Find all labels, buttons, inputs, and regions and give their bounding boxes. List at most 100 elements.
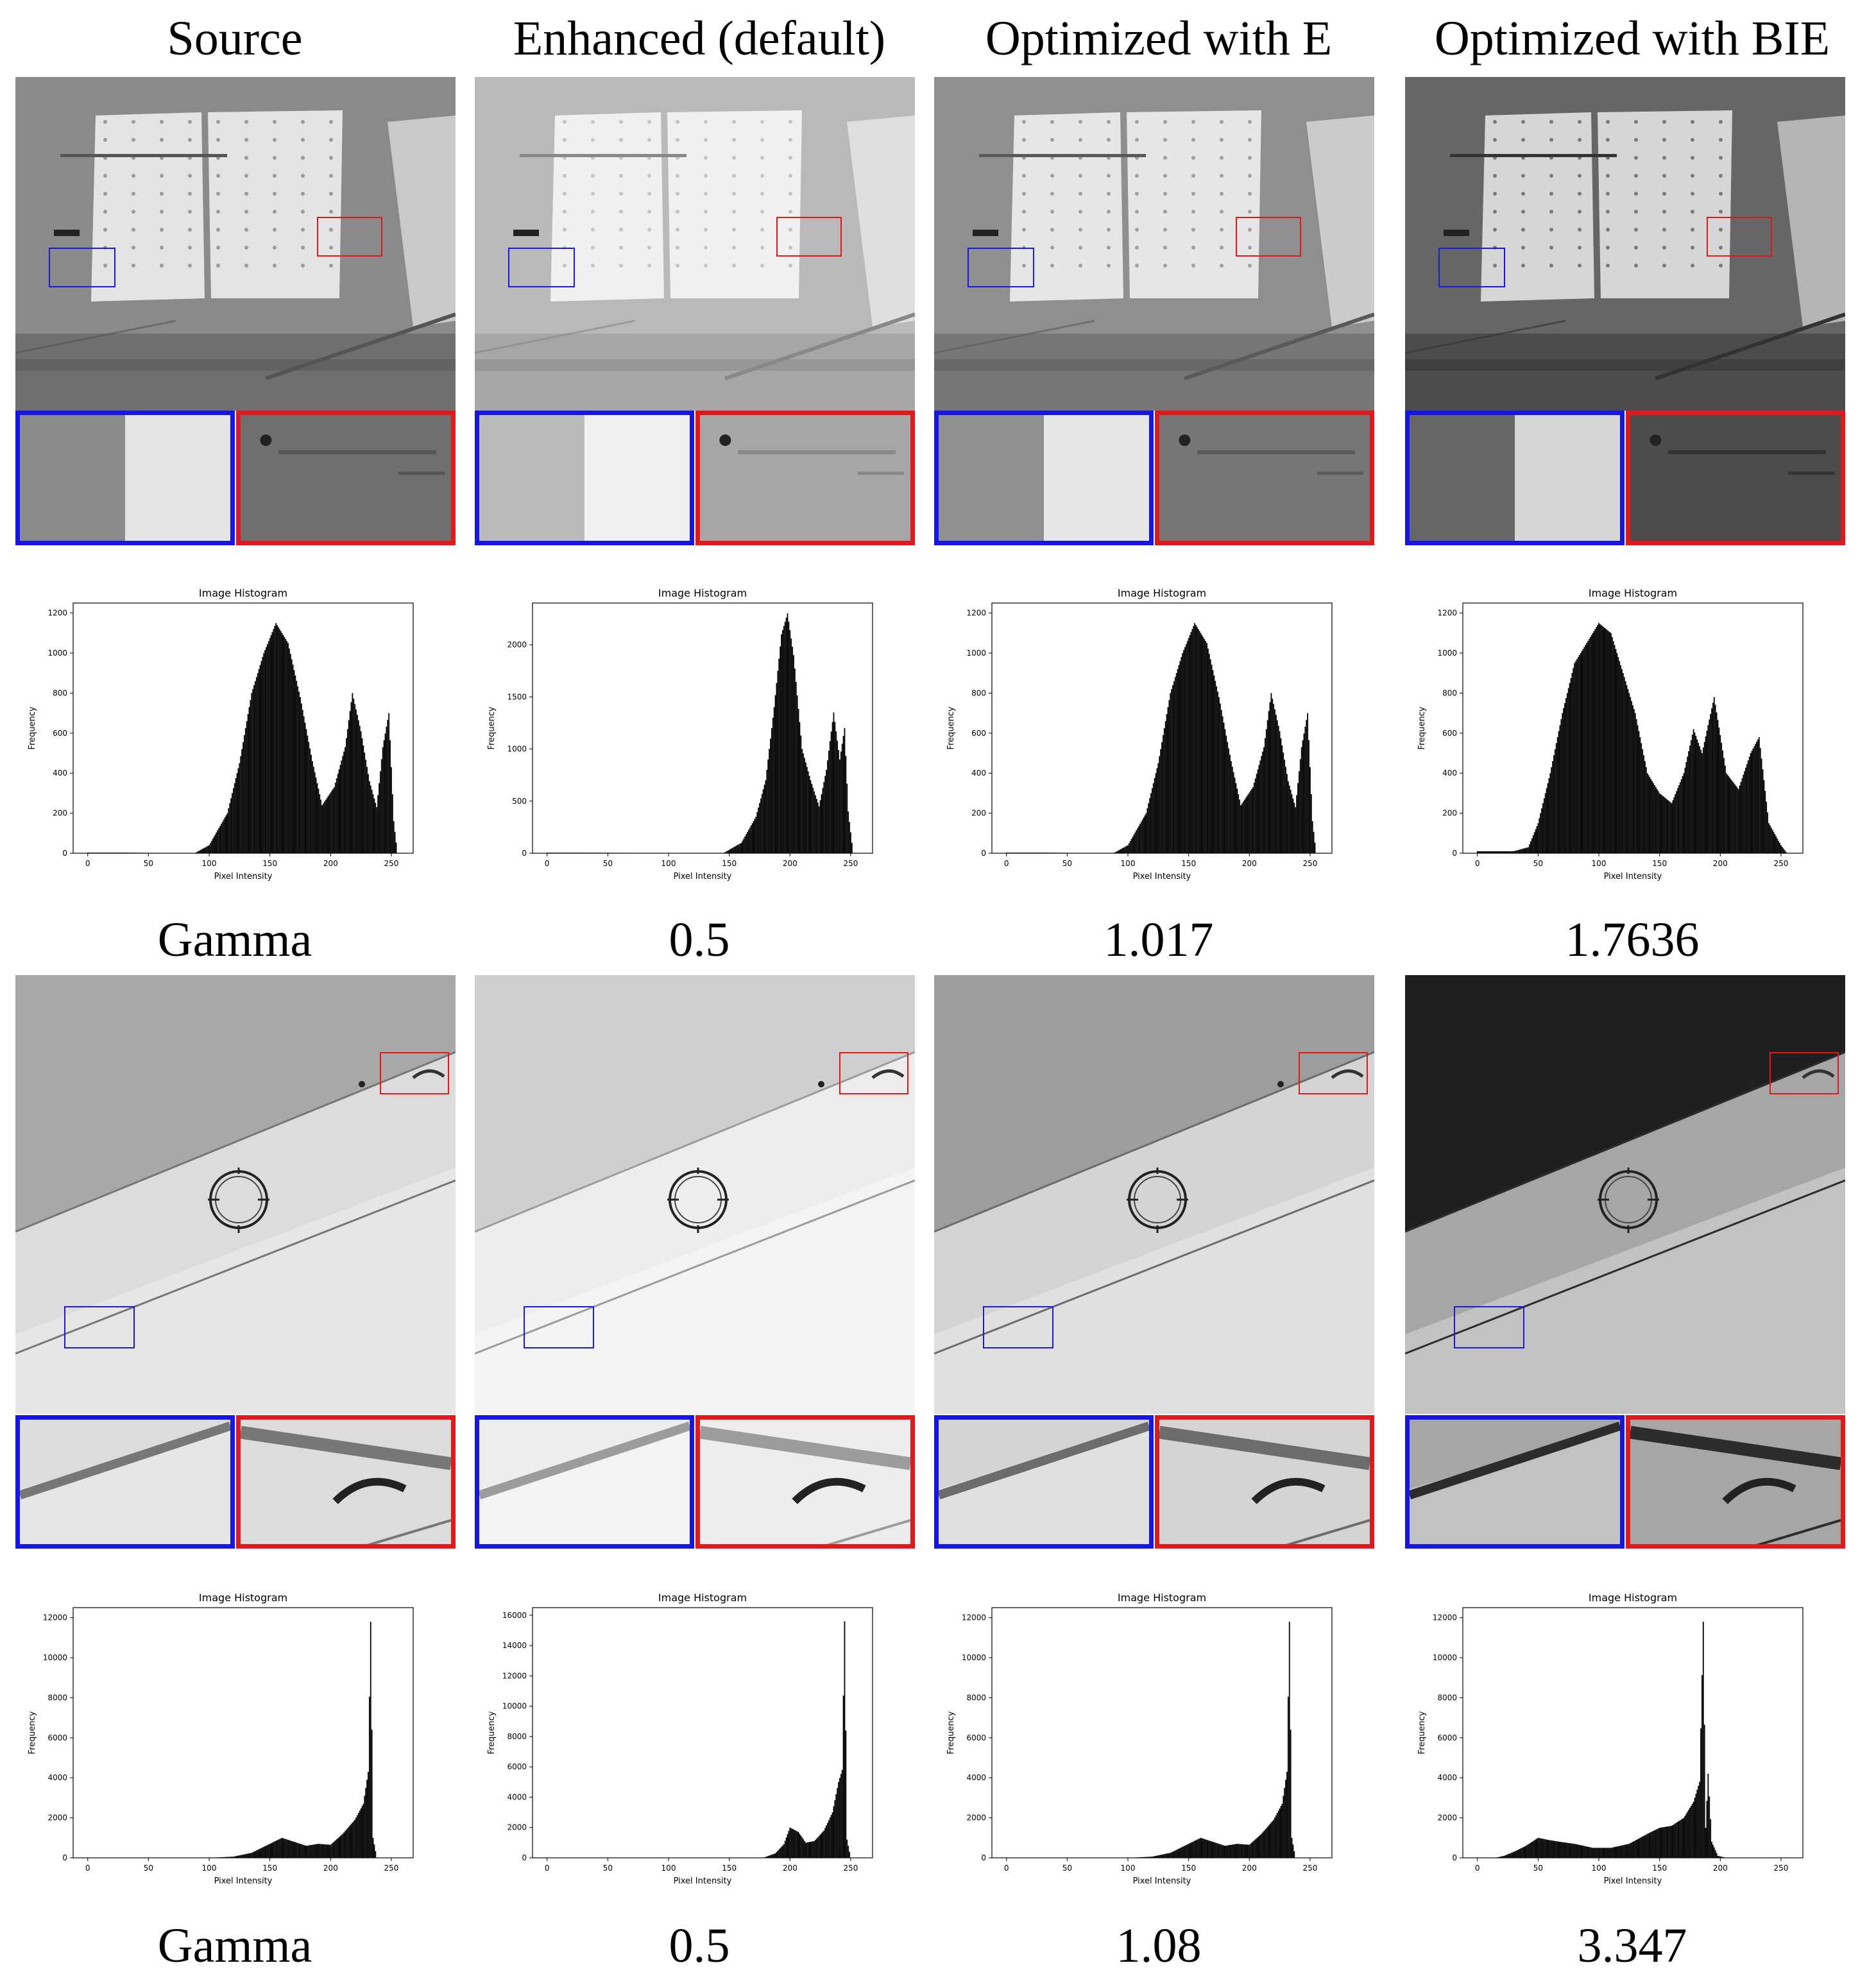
histogram-bar: [234, 1856, 235, 1858]
histogram-bar: [1588, 1847, 1590, 1858]
histogram-bar: [1628, 1844, 1630, 1858]
histogram-bar: [1599, 1848, 1601, 1858]
histogram-bar: [201, 849, 203, 853]
histogram-bar: [1669, 1826, 1671, 1858]
solar-panel-image-enhanced: [475, 77, 915, 411]
histogram-bar: [269, 1844, 271, 1858]
histogram-bar: [268, 1844, 269, 1858]
histogram-bar: [226, 813, 228, 853]
x-tick-label: 50: [1533, 859, 1543, 868]
histogram-bar: [1521, 849, 1523, 853]
y-tick-label: 6000: [47, 1733, 67, 1742]
histogram-bar: [1589, 1847, 1591, 1858]
histogram-bar: [1231, 767, 1233, 853]
histogram-bar: [274, 1841, 276, 1858]
histogram-bar: [1730, 779, 1732, 853]
histogram-bar: [1227, 742, 1229, 853]
y-tick-label: 1200: [966, 609, 986, 618]
histogram-bar: [1506, 851, 1508, 853]
red-roi-box: [839, 1052, 908, 1094]
histogram-bar: [1711, 1842, 1712, 1858]
histogram-bar: [352, 693, 354, 853]
histogram-bar: [804, 758, 805, 853]
histogram-bar: [218, 1857, 220, 1858]
red-zoom-inset: [1155, 1415, 1374, 1549]
histogram-bar: [1296, 795, 1298, 853]
histogram-bar: [1498, 1857, 1500, 1858]
histogram-bar: [807, 1842, 809, 1858]
y-tick-label: 2000: [47, 1814, 67, 1823]
histogram-bar: [352, 1823, 354, 1858]
histogram-bar: [1575, 1844, 1576, 1858]
histogram-bar: [806, 1842, 808, 1858]
histogram-bar: [368, 774, 369, 853]
histogram-bar: [1499, 1857, 1501, 1858]
histogram-bar: [788, 1830, 790, 1858]
histogram-bar: [345, 747, 346, 853]
blue-roi-box: [983, 1306, 1053, 1348]
histogram-bar: [1780, 845, 1782, 853]
histogram-bar: [1594, 1848, 1596, 1858]
histogram-bar: [1734, 784, 1735, 853]
histogram-bar: [1646, 1833, 1648, 1858]
histogram-bar: [1268, 1825, 1270, 1858]
histogram-bar: [1263, 747, 1265, 853]
x-tick-label: 150: [1652, 859, 1667, 868]
histogram-bar: [1672, 1824, 1674, 1858]
histogram-bar: [1218, 697, 1220, 853]
histogram-bar: [1284, 1787, 1286, 1858]
histogram-bar: [1179, 661, 1181, 853]
blue-zoom-inset: [1405, 1415, 1624, 1549]
histogram-bar: [1239, 799, 1241, 853]
histogram-bar: [266, 1845, 268, 1858]
histogram-bar: [808, 776, 810, 853]
histogram-bar: [360, 1808, 362, 1858]
histogram-bar: [1593, 1848, 1595, 1858]
histogram-bar: [1566, 693, 1568, 853]
histogram-bar: [1687, 756, 1689, 853]
y-tick-label: 200: [53, 809, 67, 818]
histogram-bar: [776, 1851, 778, 1858]
histogram-bar: [1304, 726, 1306, 853]
histogram-bar: [742, 840, 744, 853]
histogram-bar: [1702, 747, 1704, 853]
histogram-bar: [244, 728, 246, 853]
histogram-bar: [1678, 785, 1680, 853]
histogram-bar: [336, 778, 337, 853]
y-tick-label: 12000: [502, 1671, 527, 1680]
histogram-bar: [1209, 1841, 1211, 1858]
histogram-bar: [318, 1844, 320, 1858]
histogram-bar: [237, 768, 239, 853]
histogram-bar: [383, 740, 385, 853]
red-zoom-inset: [695, 1415, 915, 1549]
y-axis-label: Frequency: [946, 1711, 956, 1754]
histogram-bar: [1269, 1824, 1271, 1858]
histogram-bar: [327, 1844, 329, 1858]
histogram-bar: [294, 1842, 296, 1858]
histogram-bar: [1189, 1843, 1191, 1858]
histogram-bar: [1241, 1844, 1243, 1858]
histogram-bar: [842, 1696, 844, 1858]
histogram-bar: [1118, 849, 1120, 853]
histogram-bar: [1177, 668, 1179, 853]
histogram-bar: [1644, 1835, 1646, 1858]
histogram-bar: [355, 709, 357, 853]
histogram-bar: [1683, 1817, 1685, 1858]
histogram-bar: [366, 1780, 368, 1858]
histogram-bar: [330, 792, 332, 853]
histogram-bar: [1139, 1857, 1141, 1858]
histogram-bar: [1650, 779, 1652, 853]
red-roi-box: [776, 217, 842, 257]
histogram-bar: [1705, 736, 1707, 853]
histogram-bar: [1656, 1829, 1658, 1858]
histogram-bar: [1273, 1819, 1275, 1858]
histogram-bar: [1492, 851, 1494, 853]
x-tick-label: 100: [1121, 1864, 1136, 1873]
histogram-bar: [1743, 774, 1744, 853]
histogram-bar: [1211, 665, 1213, 853]
histogram-bar: [271, 632, 273, 853]
histogram-bar: [1646, 773, 1648, 853]
histogram-bar: [1701, 753, 1703, 853]
histogram-bar: [1140, 821, 1142, 853]
wing-image-optimized-bie: [1405, 975, 1845, 1414]
